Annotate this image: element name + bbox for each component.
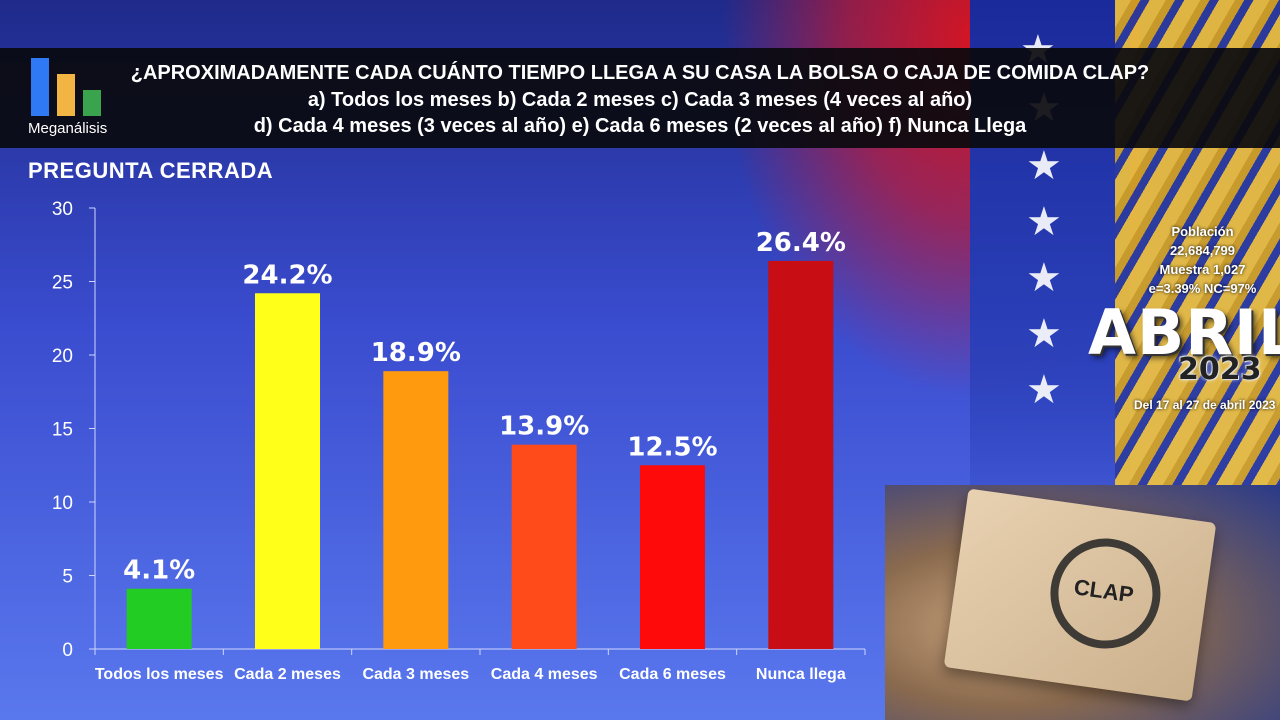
data-label: 24.2% [242, 260, 332, 290]
category-label: Cada 3 meses [362, 666, 469, 683]
star-icon: ★ [1026, 312, 1062, 356]
survey-info: Población 22,684,799 Muestra 1,027 e=3.3… [1135, 222, 1270, 298]
star-icon: ★ [1026, 256, 1062, 300]
y-tick-label: 20 [52, 346, 73, 367]
question-title: ¿APROXIMADAMENTE CADA CUÁNTO TIEMPO LLEG… [130, 62, 1150, 84]
header-bar [0, 48, 1280, 148]
y-tick-label: 0 [62, 640, 73, 661]
data-label: 12.5% [627, 432, 717, 462]
logo-bar-orange [57, 74, 75, 116]
y-tick-label: 15 [52, 420, 73, 441]
star-icon: ★ [1026, 144, 1062, 188]
poblacion-label: Población [1171, 224, 1234, 239]
data-label: 26.4% [756, 228, 846, 258]
survey-dates: Del 17 al 27 de abril 2023 [1134, 398, 1276, 412]
category-label: Cada 2 meses [234, 666, 341, 683]
question-options-line2: d) Cada 4 meses (3 veces al año) e) Cada… [253, 115, 1027, 137]
category-label: Todos los meses [95, 666, 224, 683]
category-label: Cada 6 meses [619, 666, 726, 683]
error-text: e=3.39% NC=97% [1148, 281, 1257, 296]
y-tick-label: 10 [52, 493, 73, 514]
y-tick-label: 5 [62, 567, 73, 588]
bar-cada-6-meses [640, 465, 705, 649]
y-tick-label: 25 [52, 273, 73, 294]
logo-label: Meganálisis [28, 120, 108, 137]
data-label: 13.9% [499, 412, 589, 442]
data-label: 18.9% [371, 338, 461, 368]
month-title: ABRIL [1088, 296, 1280, 369]
year-title: 2023 [1178, 352, 1262, 387]
logo-bar-blue [31, 58, 49, 116]
star-icon: ★ [1026, 368, 1062, 412]
question-type-label: PREGUNTA CERRADA [28, 158, 274, 183]
y-tick-label: 30 [52, 199, 73, 220]
meganalisis-logo: Meganálisis [28, 56, 110, 142]
bar-cada-4-meses [511, 444, 577, 649]
question-options-line1: a) Todos los meses b) Cada 2 meses c) Ca… [307, 89, 973, 111]
logo-bar-green [83, 90, 101, 116]
bar-cada-2-meses [255, 293, 320, 649]
category-label: Nunca llega [756, 666, 846, 683]
bar-cada-3-meses [383, 371, 449, 649]
data-label: 4.1% [123, 556, 195, 586]
poblacion-value: 22,684,799 [1169, 243, 1236, 258]
bar-nunca-llega [768, 260, 834, 649]
muestra-text: Muestra 1,027 [1159, 262, 1246, 277]
bar-todos-los-meses [126, 588, 192, 649]
clap-box-photo: CLAP [885, 485, 1280, 720]
category-label: Cada 4 meses [491, 666, 598, 683]
star-icon: ★ [1026, 200, 1062, 244]
